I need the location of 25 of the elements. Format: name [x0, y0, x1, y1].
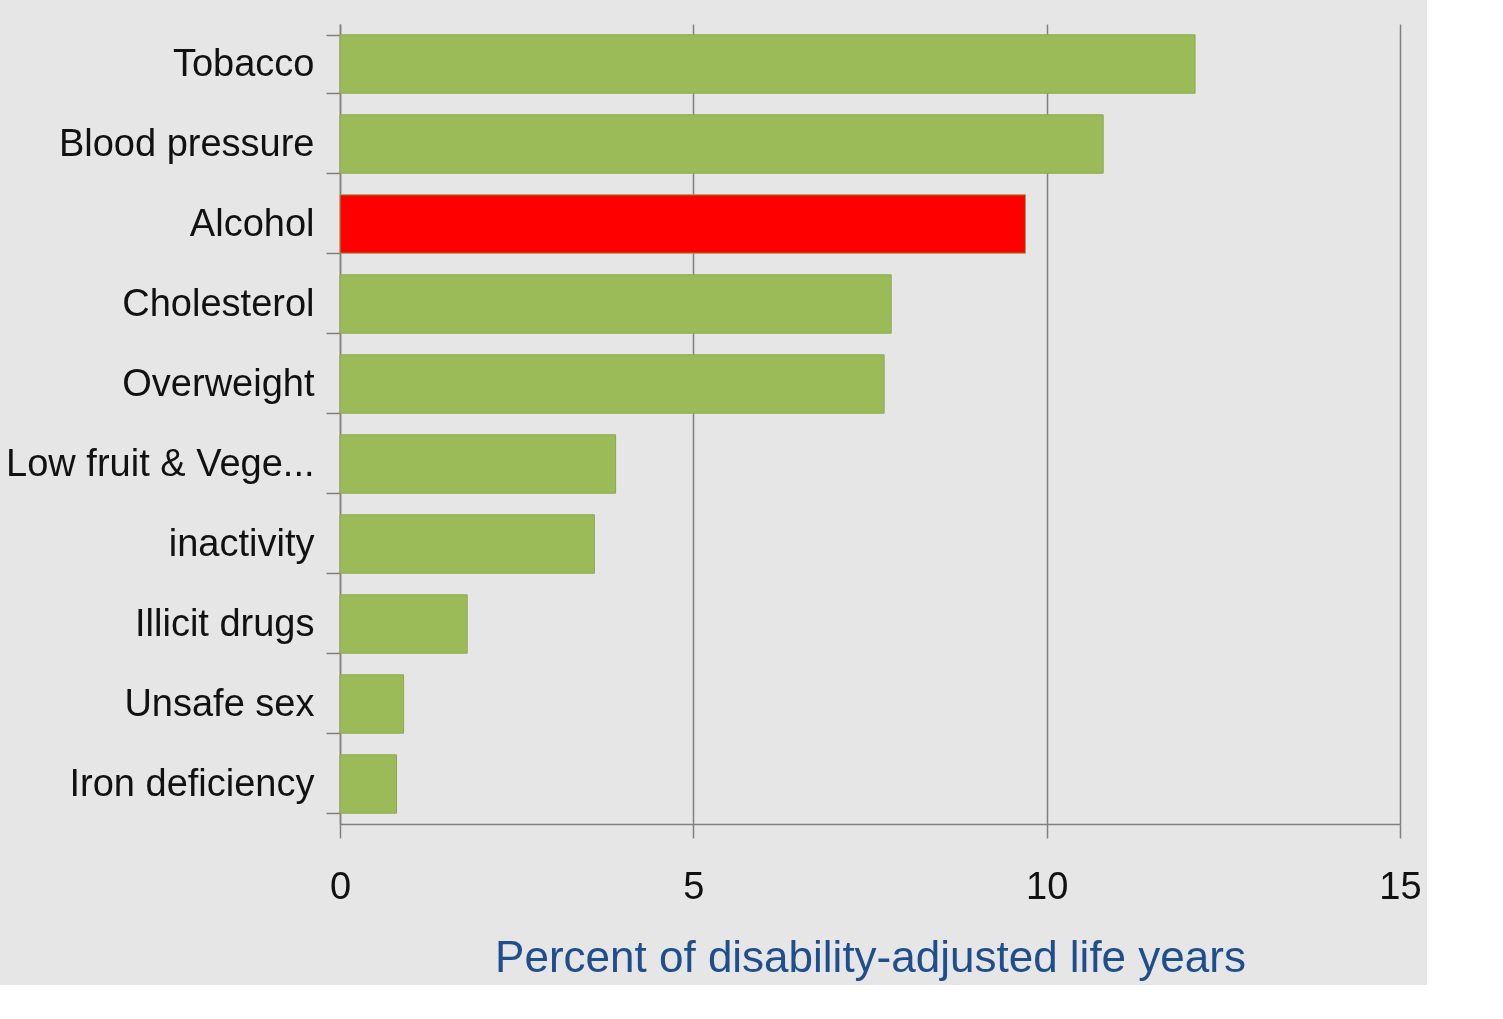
bar	[339, 194, 1026, 254]
y-tick-label: Overweight	[122, 361, 315, 404]
bar	[339, 34, 1196, 94]
bar	[339, 274, 892, 334]
bar	[339, 594, 468, 654]
bar	[339, 754, 398, 814]
y-tick-label: Low fruit & Vege...	[6, 441, 315, 484]
y-tick-label: Illicit drugs	[135, 601, 315, 644]
y-tick-label: inactivity	[168, 521, 315, 564]
bar	[339, 434, 617, 494]
x-axis-title: Percent of disability-adjusted life years	[495, 931, 1246, 981]
y-tick-label: Tobacco	[172, 41, 315, 84]
bar	[339, 674, 405, 734]
y-tick-label: Blood pressure	[58, 121, 315, 164]
y-tick-label: Alcohol	[189, 201, 315, 244]
x-tick-label: 15	[1379, 864, 1422, 907]
y-tick-label: Cholesterol	[122, 281, 315, 324]
bar	[339, 354, 885, 414]
y-tick-label: Iron deficiency	[69, 761, 315, 804]
x-tick-label: 0	[329, 864, 352, 907]
x-tick-label: 5	[683, 864, 705, 907]
bar	[339, 514, 595, 574]
x-tick-label: 10	[1026, 864, 1069, 907]
y-tick-label: Unsafe sex	[124, 681, 315, 724]
bar	[339, 114, 1104, 174]
